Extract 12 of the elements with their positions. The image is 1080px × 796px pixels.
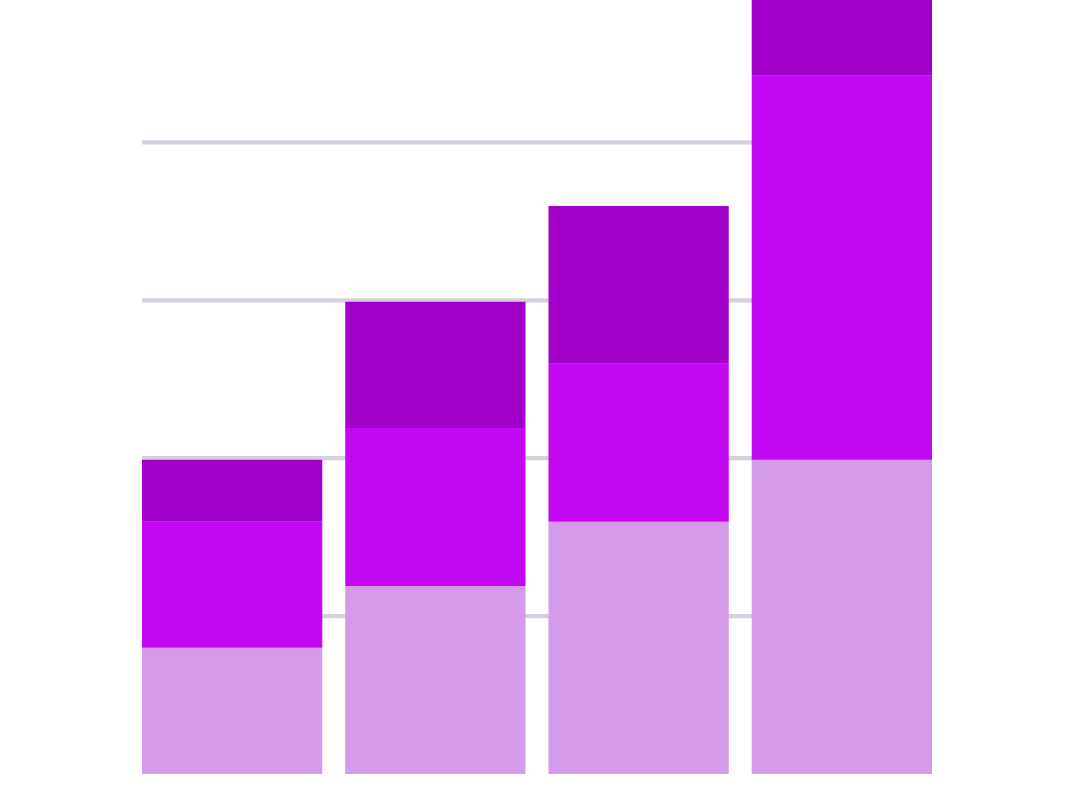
bar: [345, 585, 526, 774]
bar: [751, 0, 932, 76]
bar: [345, 301, 526, 429]
bar: [142, 459, 323, 522]
bar: [751, 75, 932, 460]
bar: [548, 205, 729, 364]
bar: [548, 521, 729, 774]
bar: [548, 363, 729, 522]
bar: [142, 647, 323, 774]
bar: [142, 521, 323, 648]
bar: [345, 428, 526, 586]
bar: [751, 459, 932, 774]
